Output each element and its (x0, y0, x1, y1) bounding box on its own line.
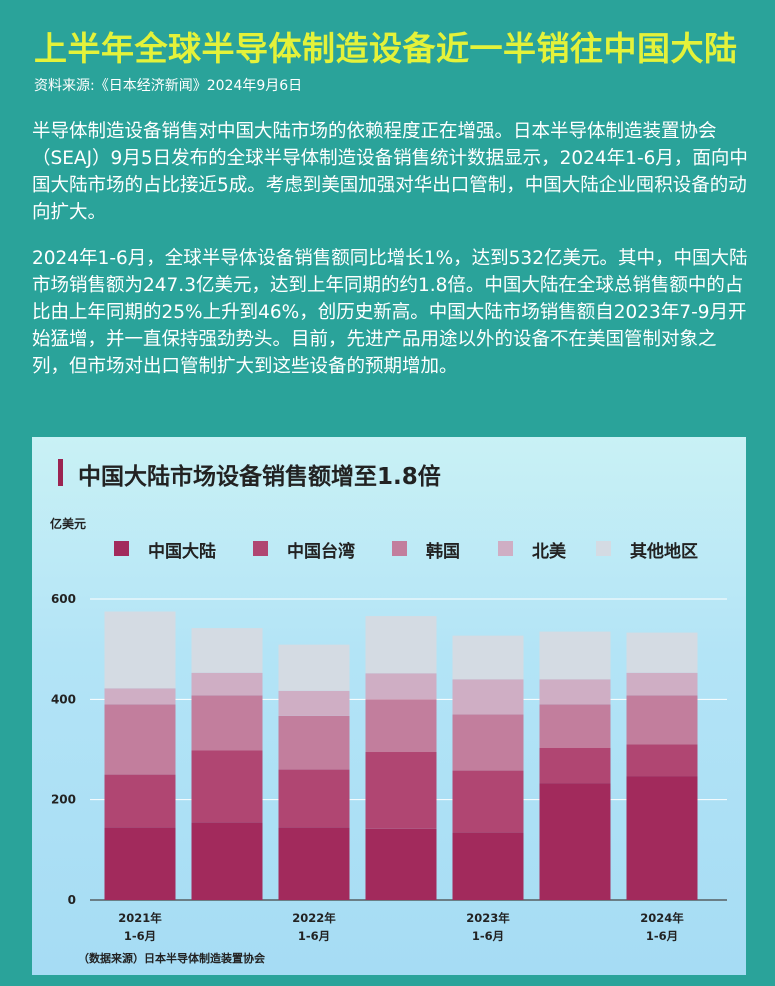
bar-segment-4 (452, 679, 524, 715)
bar-segment-5 (191, 628, 263, 673)
source-line: 资料来源:《日本经济新闻》2024年9月6日 (34, 78, 303, 94)
y-tick-label: 400 (51, 692, 76, 706)
y-tick-label: 600 (51, 592, 76, 606)
chart-card: 中国大陆市场设备销售额增至1.8倍 亿美元 中国大陆 中国台湾 韩国 北美 其他… (32, 437, 746, 975)
paragraph-1: 半导体制造设备销售对中国大陆市场的依赖程度正在增强。日本半导体制造装置协会（SE… (32, 121, 748, 223)
legend-swatch (392, 541, 407, 556)
bar-segment-3 (365, 699, 437, 753)
bar-segment-1 (365, 828, 437, 900)
y-axis-unit-label: 亿美元 (50, 517, 87, 531)
bar-segment-5 (452, 635, 524, 680)
bar-segment-2 (452, 770, 524, 833)
bar-segment-1 (104, 827, 176, 900)
bar-segment-3 (191, 695, 263, 751)
bar-segment-2 (104, 774, 176, 828)
bar-segment-2 (191, 750, 263, 823)
bar-segment-1 (191, 822, 263, 900)
chart-source-note: （数据来源）日本半导体制造装置协会 (78, 952, 265, 965)
bar-segment-4 (104, 688, 176, 705)
chart-title: 中国大陆市场设备销售额增至1.8倍 (78, 464, 441, 490)
bar-segment-5 (365, 616, 437, 674)
headline: 上半年全球半导体制造设备近一半销往中国大陆 (34, 29, 738, 68)
x-tick-label: 2024年 (640, 911, 684, 925)
bar-segment-1 (626, 776, 698, 900)
bar-segment-3 (452, 714, 524, 771)
legend-swatch (114, 541, 129, 556)
chart-title-accent (58, 459, 63, 486)
bar-segment-1 (452, 832, 524, 900)
bar-segment-1 (278, 827, 350, 900)
x-tick-label: 1-6月 (472, 929, 504, 943)
y-tick-label: 200 (51, 793, 76, 807)
bar-segment-5 (626, 632, 698, 673)
x-tick-label: 2021年 (118, 911, 162, 925)
x-tick-label: 1-6月 (646, 929, 678, 943)
bar-segment-2 (278, 769, 350, 828)
stacked-bar-chart: 0 200 400 600 2021年 1-6月 2022年 1-6月 2023年 1-6月 202… (51, 592, 727, 943)
legend-swatch (596, 541, 611, 556)
bar-segment-2 (626, 744, 698, 777)
bar-segment-3 (539, 704, 611, 748)
bar-segment-4 (278, 690, 350, 716)
bar-segment-5 (104, 611, 176, 689)
x-tick-label: 2023年 (466, 911, 510, 925)
legend-label: 韩国 (426, 542, 460, 562)
paragraph-2: 2024年1-6月，全球半导体设备销售额同比增长1%，达到532亿美元。其中，中… (32, 248, 748, 377)
x-tick-label: 2022年 (292, 911, 336, 925)
legend-label: 其他地区 (630, 542, 698, 562)
bar-segment-4 (365, 673, 437, 700)
bar-segment-4 (191, 672, 263, 696)
legend-swatch (253, 541, 268, 556)
legend-label: 中国台湾 (287, 542, 355, 562)
y-tick-label: 0 (68, 893, 76, 907)
bar-segment-2 (365, 752, 437, 829)
bar-segment-5 (278, 644, 350, 691)
bar-segment-5 (539, 631, 611, 680)
legend-swatch (498, 541, 513, 556)
bar-segment-3 (278, 715, 350, 770)
chart-legend: 中国大陆 中国台湾 韩国 北美 其他地区 (114, 537, 734, 562)
bar-segment-1 (539, 783, 611, 900)
bar-segment-4 (539, 679, 611, 705)
x-tick-label: 1-6月 (298, 929, 330, 943)
bar-segment-3 (626, 695, 698, 745)
x-tick-label: 1-6月 (124, 929, 156, 943)
bar-segment-4 (626, 672, 698, 696)
legend-label: 中国大陆 (148, 542, 216, 562)
bar-segment-2 (539, 747, 611, 784)
bar-segment-3 (104, 704, 176, 775)
legend-label: 北美 (532, 542, 566, 562)
